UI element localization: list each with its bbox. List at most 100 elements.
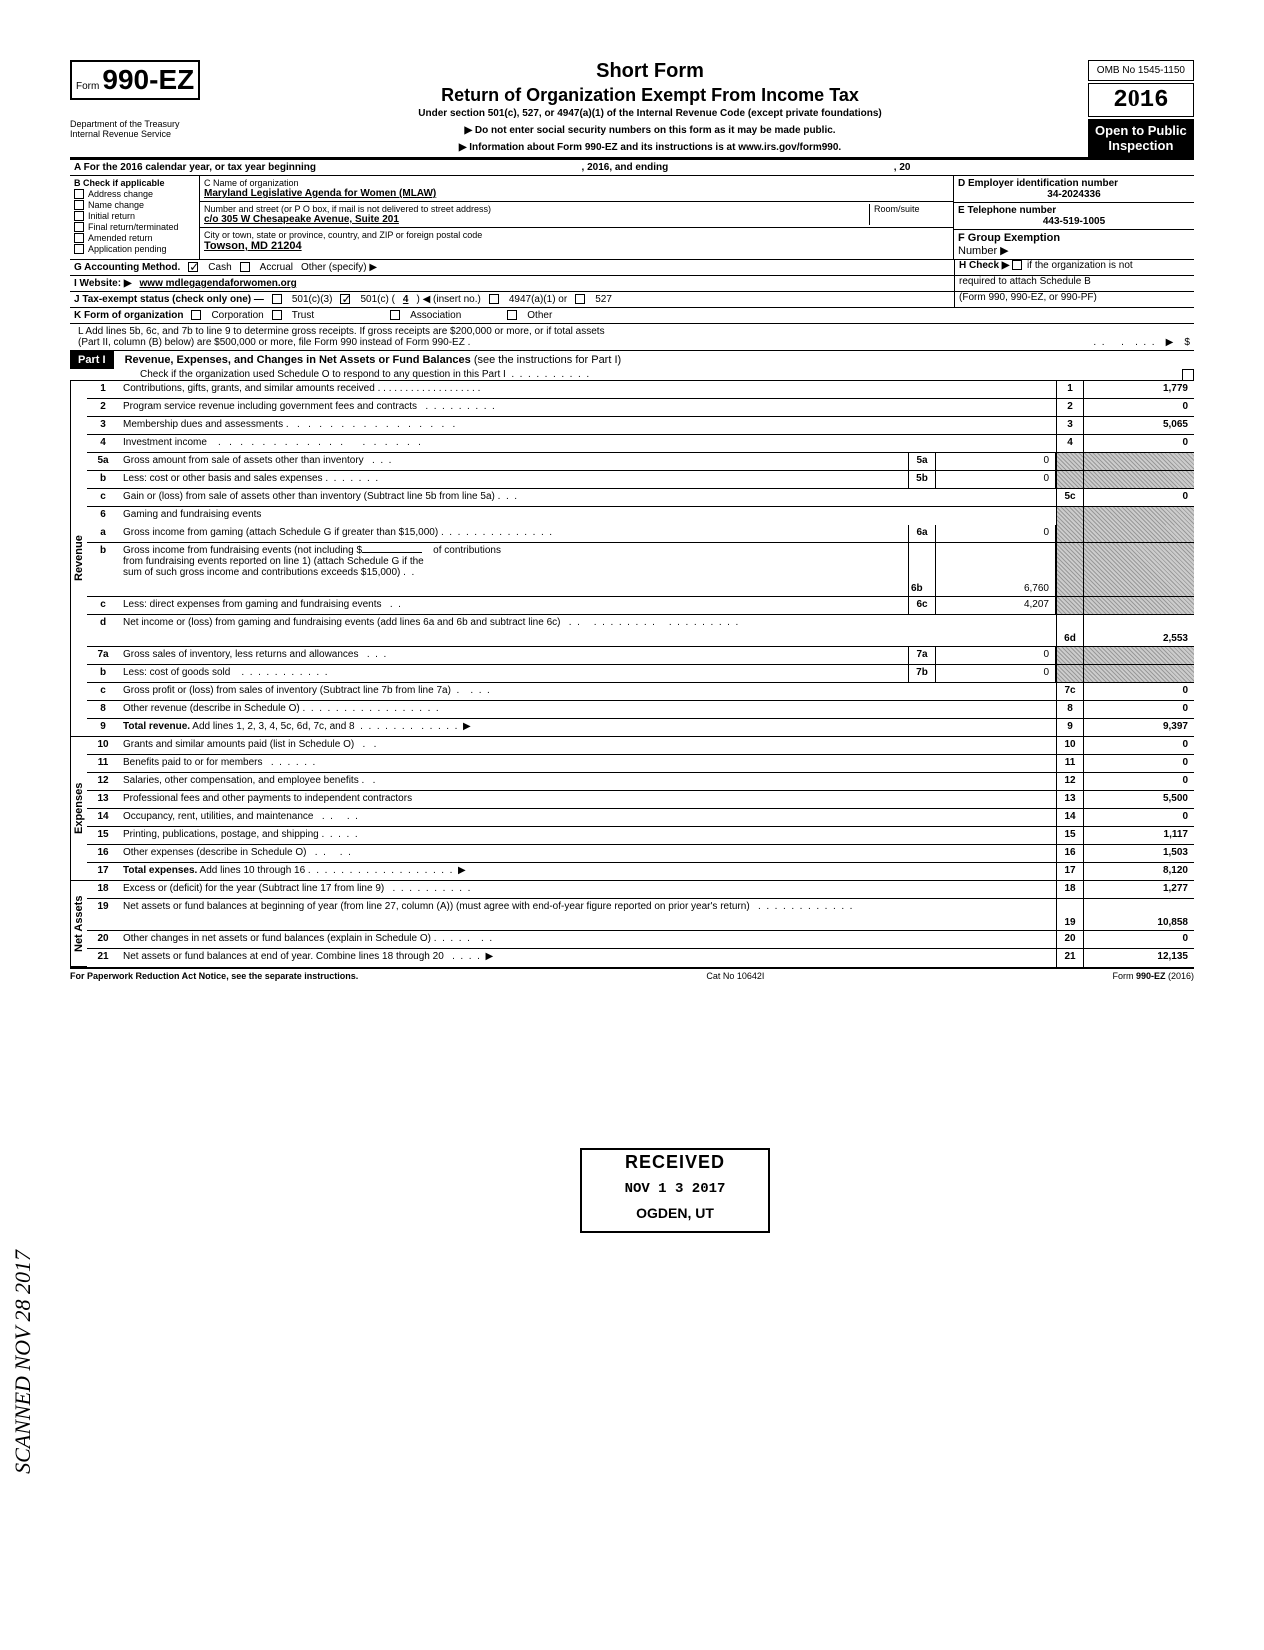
h-t4: (Form 990, 990-EZ, or 990-PF) bbox=[959, 292, 1097, 303]
line-8: 8 Other revenue (describe in Schedule O)… bbox=[87, 701, 1194, 719]
section-f: F Group Exemption Number ▶ bbox=[954, 230, 1194, 259]
check-initial[interactable]: Initial return bbox=[74, 211, 195, 221]
line-7c: c Gross profit or (loss) from sales of i… bbox=[87, 683, 1194, 701]
netassets-label: Net Assets bbox=[70, 881, 87, 967]
k-trust-check[interactable] bbox=[272, 310, 282, 320]
form-id-block: Form 990-EZ Department of the Treasury I… bbox=[70, 60, 212, 140]
line-4: 4 Investment income . . . . . . . . . . … bbox=[87, 435, 1194, 453]
org-name: Maryland Legislative Agenda for Women (M… bbox=[204, 188, 949, 199]
room-label: Room/suite bbox=[869, 204, 949, 225]
c-label: C Name of organization bbox=[204, 178, 949, 188]
j-c3-check[interactable] bbox=[272, 294, 282, 304]
line-6a: a Gross income from gaming (attach Sched… bbox=[87, 525, 1194, 543]
k-assoc-check[interactable] bbox=[390, 310, 400, 320]
line-16: 16 Other expenses (describe in Schedule … bbox=[87, 845, 1194, 863]
c-name-row: C Name of organization Maryland Legislat… bbox=[200, 176, 953, 202]
year-box: 2016 bbox=[1088, 83, 1194, 117]
short-form-title: Short Form bbox=[220, 60, 1080, 83]
line-19: 19 Net assets or fund balances at beginn… bbox=[87, 899, 1194, 931]
k-assoc: Association bbox=[410, 310, 461, 321]
j-c-check[interactable] bbox=[340, 294, 350, 304]
row-a-mid: , 2016, and ending bbox=[582, 162, 669, 173]
line-7b: b Less: cost of goods sold . . . . . . .… bbox=[87, 665, 1194, 683]
j-c: 501(c) ( bbox=[360, 294, 394, 305]
subtitle: Under section 501(c), 527, or 4947(a)(1)… bbox=[220, 108, 1080, 119]
g-other: Other (specify) ▶ bbox=[301, 262, 377, 273]
revenue-body: 1 Contributions, gifts, grants, and simi… bbox=[87, 381, 1194, 737]
j-label: J Tax-exempt status (check only one) — bbox=[74, 294, 264, 305]
part1-badge: Part I bbox=[70, 351, 114, 369]
section-d: D Employer identification number 34-2024… bbox=[954, 176, 1194, 203]
k-trust: Trust bbox=[292, 310, 314, 321]
inspection: Inspection bbox=[1094, 138, 1188, 153]
g-accrual: Accrual bbox=[260, 262, 293, 273]
section-e: E Telephone number 443-519-1005 bbox=[954, 203, 1194, 230]
line-11: 11 Benefits paid to or for members . . .… bbox=[87, 755, 1194, 773]
j-a1-check[interactable] bbox=[489, 294, 499, 304]
row-gh: G Accounting Method. Cash Accrual Other … bbox=[70, 260, 1194, 276]
city-label: City or town, state or province, country… bbox=[204, 230, 949, 240]
check-name[interactable]: Name change bbox=[74, 200, 195, 210]
row-i: I Website: ▶ www mdlegagendaforwomen.org… bbox=[70, 276, 1194, 292]
line-7a: 7a Gross sales of inventory, less return… bbox=[87, 647, 1194, 665]
check-amended[interactable]: Amended return bbox=[74, 233, 195, 243]
addr-label: Number and street (or P O box, if mail i… bbox=[204, 204, 869, 214]
k-other: Other bbox=[527, 310, 552, 321]
form-number: 990-EZ bbox=[102, 64, 194, 95]
section-c: C Name of organization Maryland Legislat… bbox=[200, 176, 954, 259]
expenses-section: Expenses 10 Grants and similar amounts p… bbox=[70, 737, 1194, 881]
line-12: 12 Salaries, other compensation, and emp… bbox=[87, 773, 1194, 791]
line-2: 2 Program service revenue including gove… bbox=[87, 399, 1194, 417]
j-c3: 501(c)(3) bbox=[292, 294, 333, 305]
f-label: F Group Exemption bbox=[958, 232, 1060, 244]
revenue-section: Revenue 1 Contributions, gifts, grants, … bbox=[70, 381, 1194, 737]
k-label: K Form of organization bbox=[74, 310, 183, 321]
g-cash-check[interactable] bbox=[188, 262, 198, 272]
dept-line2: Internal Revenue Service bbox=[70, 130, 212, 140]
part1-checkbox[interactable] bbox=[1182, 369, 1194, 381]
line-17: 17 Total expenses. Add lines 10 through … bbox=[87, 863, 1194, 881]
j-cend: ) ◀ (insert no.) bbox=[416, 294, 480, 305]
part1-title: Revenue, Expenses, and Changes in Net As… bbox=[117, 354, 471, 366]
footer: For Paperwork Reduction Act Notice, see … bbox=[70, 969, 1194, 981]
l-line1: L Add lines 5b, 6c, and 7b to line 9 to … bbox=[78, 326, 1190, 337]
g-accrual-check[interactable] bbox=[240, 262, 250, 272]
line-6b: b Gross income from fundraising events (… bbox=[87, 543, 1194, 597]
k-corp-check[interactable] bbox=[191, 310, 201, 320]
c-addr-row: Number and street (or P O box, if mail i… bbox=[200, 202, 953, 228]
section-b: B Check if applicable Address change Nam… bbox=[70, 176, 200, 259]
ssn-warning: ▶ Do not enter social security numbers o… bbox=[220, 125, 1080, 136]
g-label: G Accounting Method. bbox=[74, 262, 180, 273]
info-url: ▶ Information about Form 990-EZ and its … bbox=[220, 142, 1080, 153]
row-j: J Tax-exempt status (check only one) — 5… bbox=[70, 292, 1194, 308]
right-col: D Employer identification number 34-2024… bbox=[954, 176, 1194, 259]
k-other-check[interactable] bbox=[507, 310, 517, 320]
line-13: 13 Professional fees and other payments … bbox=[87, 791, 1194, 809]
row-l: L Add lines 5b, 6c, and 7b to line 9 to … bbox=[70, 324, 1194, 351]
netassets-body: 18 Excess or (deficit) for the year (Sub… bbox=[87, 881, 1194, 967]
check-pending[interactable]: Application pending bbox=[74, 244, 195, 254]
header-grid: B Check if applicable Address change Nam… bbox=[70, 176, 1194, 260]
omb-box: OMB No 1545-1150 bbox=[1088, 60, 1194, 81]
line-9: 9 Total revenue. Add lines 1, 2, 3, 4, 5… bbox=[87, 719, 1194, 737]
check-address[interactable]: Address change bbox=[74, 189, 195, 199]
line-6c: c Less: direct expenses from gaming and … bbox=[87, 597, 1194, 615]
check-final[interactable]: Final return/terminated bbox=[74, 222, 195, 232]
line-15: 15 Printing, publications, postage, and … bbox=[87, 827, 1194, 845]
scanned-stamp: SCANNED NOV 28 2017 bbox=[10, 1250, 36, 1474]
row-k: K Form of organization Corporation Trust… bbox=[70, 308, 1194, 324]
h-cont2: (Form 990, 990-EZ, or 990-PF) bbox=[954, 292, 1194, 307]
dept-info: Department of the Treasury Internal Reve… bbox=[70, 120, 212, 140]
e-value: 443-519-1005 bbox=[958, 216, 1190, 227]
return-title: Return of Organization Exempt From Incom… bbox=[220, 85, 1080, 106]
part1-check-text: Check if the organization used Schedule … bbox=[140, 369, 506, 380]
expenses-label: Expenses bbox=[70, 737, 87, 881]
line-6d: d Net income or (loss) from gaming and f… bbox=[87, 615, 1194, 647]
j-527-check[interactable] bbox=[575, 294, 585, 304]
line-14: 14 Occupancy, rent, utilities, and maint… bbox=[87, 809, 1194, 827]
form-header: Form 990-EZ Department of the Treasury I… bbox=[70, 60, 1194, 159]
h-t1: H Check ▶ bbox=[959, 260, 1009, 271]
h-check[interactable] bbox=[1012, 260, 1022, 270]
j-cnum: 4 bbox=[403, 294, 409, 305]
row-a-taxyear: A For the 2016 calendar year, or tax yea… bbox=[70, 159, 1194, 176]
